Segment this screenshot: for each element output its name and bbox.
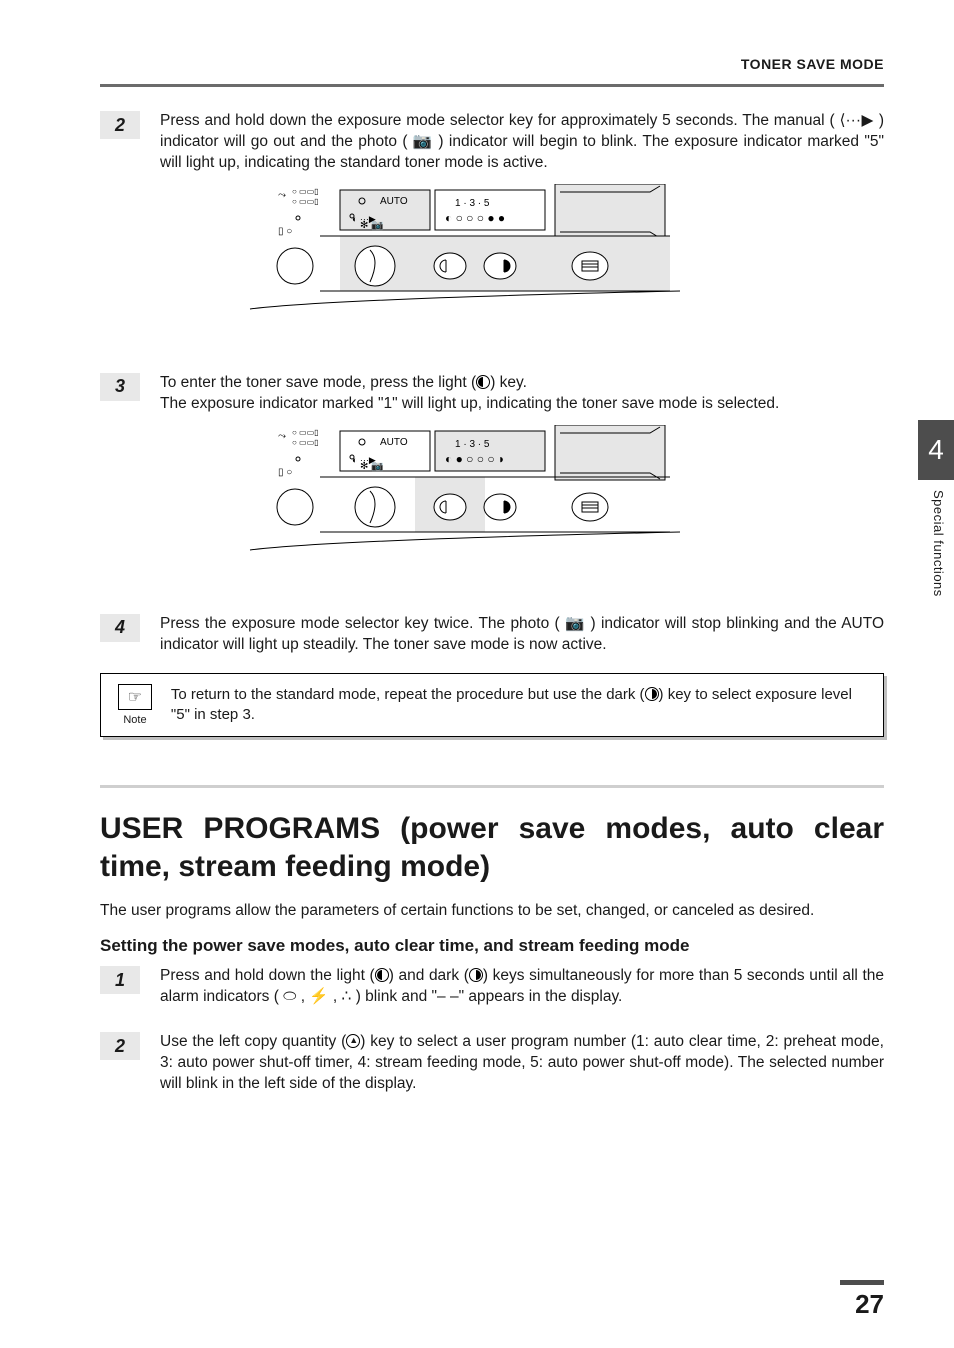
step-number: 1 xyxy=(100,966,140,994)
chapter-label: Special functions xyxy=(931,490,946,597)
step-text: Use the left copy quantity () key to sel… xyxy=(160,1032,884,1095)
text-part: To enter the toner save mode, press the … xyxy=(160,374,476,391)
section-intro: The user programs allow the parameters o… xyxy=(100,901,884,922)
step-3: 3 To enter the toner save mode, press th… xyxy=(100,373,884,415)
copy-quantity-key-icon xyxy=(346,1034,360,1048)
control-panel-diagram-2: AUTO 1 · 3 · 5 ◐ ● ○ ○ ○ ◗ ◐ ···▶ ⤳ ○ ▭▭… xyxy=(220,425,680,575)
page-header: TONER SAVE MODE xyxy=(100,56,884,87)
step-text: Press and hold down the exposure mode se… xyxy=(160,111,884,174)
svg-text:1 · 3 · 5: 1 · 3 · 5 xyxy=(455,439,490,450)
note-box: ☞ Note To return to the standard mode, r… xyxy=(100,673,884,737)
text-part: ) and dark ( xyxy=(389,967,469,984)
svg-text:✻ 📷: ✻ 📷 xyxy=(360,220,384,231)
svg-text:⤳: ⤳ xyxy=(278,190,286,201)
step-b1: 1 Press and hold down the light ( ) and d… xyxy=(100,966,884,1008)
svg-text:▯ ○: ▯ ○ xyxy=(278,226,292,237)
svg-text:◐ ○ ○ ○ ● ●: ◐ ○ ○ ○ ● ● xyxy=(445,211,505,225)
step-number: 2 xyxy=(100,1032,140,1060)
control-panel-diagram-1: AUTO 1 · 3 · 5 ◐ ○ ○ ○ ● ● ◐ ···▶ ⤳ ○ ▭▭… xyxy=(220,184,680,334)
svg-text:✻ 📷: ✻ 📷 xyxy=(360,461,384,472)
svg-text:AUTO: AUTO xyxy=(380,196,408,207)
step-4: 4 Press the exposure mode selector key t… xyxy=(100,614,884,656)
svg-text:AUTO: AUTO xyxy=(380,437,408,448)
dark-key-icon xyxy=(645,687,659,701)
text-part: Use the left copy quantity ( xyxy=(160,1033,346,1050)
svg-text:⤳: ⤳ xyxy=(278,431,286,442)
step-number: 2 xyxy=(100,111,140,139)
dark-key-icon xyxy=(469,968,483,982)
svg-text:○ ▭▭▯: ○ ▭▭▯ xyxy=(292,197,319,206)
step-text: To enter the toner save mode, press the … xyxy=(160,373,884,415)
note-label: Note xyxy=(115,714,155,726)
text-part: The exposure indicator marked "1" will l… xyxy=(160,395,779,412)
section-subheading: Setting the power save modes, auto clear… xyxy=(100,936,884,956)
svg-text:▯ ○: ▯ ○ xyxy=(278,467,292,478)
footer-bar xyxy=(840,1280,884,1285)
step-2: 2 Press and hold down the exposure mode … xyxy=(100,111,884,174)
header-title: TONER SAVE MODE xyxy=(100,56,884,72)
chapter-tab: 4 xyxy=(918,420,954,480)
step-text: Press and hold down the light ( ) and dar… xyxy=(160,966,884,1008)
page-footer: 27 xyxy=(840,1280,884,1320)
light-key-icon xyxy=(375,968,389,982)
svg-text:◐ ● ○ ○ ○ ◗: ◐ ● ○ ○ ○ ◗ xyxy=(445,452,505,466)
note-text: To return to the standard mode, repeat t… xyxy=(171,685,869,726)
text-part: Press and hold down the light ( xyxy=(160,967,375,984)
section-divider xyxy=(100,785,884,788)
text-part: ) key. xyxy=(490,374,527,391)
svg-text:○ ▭▭▯: ○ ▭▭▯ xyxy=(292,187,319,196)
step-number: 3 xyxy=(100,373,140,401)
note-icon: ☞ Note xyxy=(115,684,155,726)
svg-text:1 · 3 · 5: 1 · 3 · 5 xyxy=(455,198,490,209)
light-key-icon xyxy=(476,375,490,389)
section-title: USER PROGRAMS (power save modes, auto cl… xyxy=(100,810,884,885)
svg-text:○ ▭▭▯: ○ ▭▭▯ xyxy=(292,428,319,437)
step-text: Press the exposure mode selector key twi… xyxy=(160,614,884,656)
text-part: To return to the standard mode, repeat t… xyxy=(171,686,645,703)
header-rule xyxy=(100,84,884,87)
step-number: 4 xyxy=(100,614,140,642)
step-b2: 2 Use the left copy quantity () key to s… xyxy=(100,1032,884,1095)
svg-text:○ ▭▭▯: ○ ▭▭▯ xyxy=(292,438,319,447)
hand-icon: ☞ xyxy=(118,684,152,710)
page-number: 27 xyxy=(840,1289,884,1320)
